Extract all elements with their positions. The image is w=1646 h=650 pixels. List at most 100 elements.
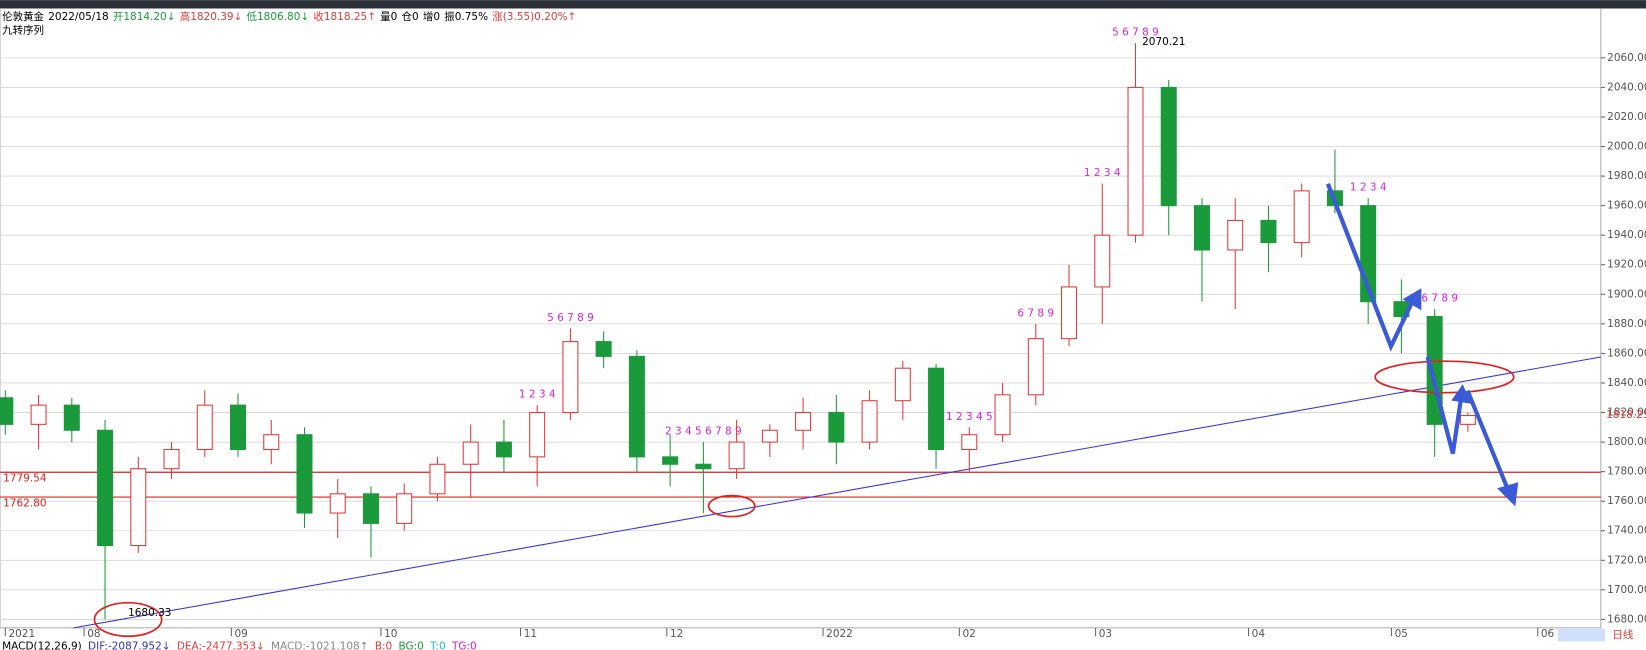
arrow-head xyxy=(1402,288,1422,311)
y-tick-label: 1920.00 xyxy=(1607,259,1646,271)
top-bar xyxy=(0,0,1646,9)
y-tick-label: 1680.00 xyxy=(1607,613,1646,625)
x-tick-label: 02 xyxy=(962,628,975,640)
candle-body xyxy=(462,441,479,465)
candle-body xyxy=(30,404,47,425)
td-label: 1 2 3 4 xyxy=(1350,182,1387,194)
subtitle: 九转序列 xyxy=(2,24,44,37)
y-tick-label: 2040.00 xyxy=(1607,81,1646,93)
x-tick-label: 08 xyxy=(87,628,100,640)
level-label: 1779.54 xyxy=(3,473,47,485)
candle-body xyxy=(994,394,1011,436)
candle-body xyxy=(429,463,446,495)
candle-body xyxy=(1459,414,1476,425)
candle-body xyxy=(695,463,712,470)
candle-body xyxy=(628,355,645,458)
high-annotation: 2070.21 xyxy=(1142,36,1185,48)
indicator-item: TG:0 xyxy=(451,641,477,650)
candle-body xyxy=(1160,86,1177,207)
candle-body xyxy=(229,404,247,451)
candle-body xyxy=(130,468,147,547)
x-tick-label: 11 xyxy=(524,628,537,640)
td-label: 6 7 8 9 xyxy=(1017,307,1054,319)
candle-body xyxy=(928,367,945,451)
candle-body xyxy=(662,456,679,465)
plot-frame xyxy=(0,8,1602,629)
candle-body xyxy=(196,404,213,451)
y-tick-label: 1960.00 xyxy=(1607,200,1646,212)
indicator-item: DEA:-2477.353↓ xyxy=(177,641,265,650)
x-tick-label: 2022 xyxy=(826,628,853,640)
y-tick-label: 1700.00 xyxy=(1607,584,1646,596)
y-tick-label: 2060.00 xyxy=(1607,52,1646,64)
scroll-thumb[interactable] xyxy=(1557,628,1606,642)
arrow-path xyxy=(1425,356,1464,455)
arrow-head xyxy=(1497,482,1519,507)
arrow-head xyxy=(1451,384,1471,404)
candle-body xyxy=(894,367,911,402)
header-item: 低1806.80↓ xyxy=(247,10,310,23)
td-label: 5 6 7 8 9 xyxy=(1411,293,1458,305)
y-tick-label: 1880.00 xyxy=(1607,318,1646,330)
candle-body xyxy=(795,412,812,431)
candle-body xyxy=(562,341,579,414)
x-tick-label: 04 xyxy=(1252,628,1266,640)
indicator-item: DIF:-2087.952↓ xyxy=(88,641,171,650)
candle-body xyxy=(761,429,778,443)
candle-body xyxy=(1127,86,1144,236)
td-label: 1 2 3 4 5 xyxy=(946,411,993,423)
y-tick-label: 1780.00 xyxy=(1607,466,1646,478)
candle-body xyxy=(1193,205,1210,251)
header-item: 2022/05/18 xyxy=(48,11,108,23)
candle-body xyxy=(362,493,379,524)
x-tick-label: 10 xyxy=(384,628,397,640)
indicator-item: MACD(12,26,9) xyxy=(2,641,82,650)
candle-body xyxy=(495,441,512,458)
indicator-item: T:0 xyxy=(429,641,445,650)
y-tick-label: 2000.00 xyxy=(1607,141,1646,153)
candle-body xyxy=(961,434,978,451)
td-label: 1 2 3 4 xyxy=(1084,167,1121,179)
header-item: 振0.75% xyxy=(444,10,488,23)
low-annotation: 1680.33 xyxy=(128,607,171,619)
header-item: 涨(3.55)0.20%↑ xyxy=(492,11,576,23)
candle-body xyxy=(529,412,546,458)
candle-body xyxy=(1061,286,1078,340)
x-tick-label: 06 xyxy=(1541,628,1555,640)
candles: 1 2 3 4 5 6 7 8 9 2 3 4 5 6 7 8 9 1 2 3 4 5… xyxy=(0,27,1476,620)
circles xyxy=(93,360,1515,638)
header-item: 高1820.39↓ xyxy=(180,10,243,23)
header-item: 增0 xyxy=(423,10,440,23)
circle xyxy=(1374,360,1515,394)
y-tick-label: 1940.00 xyxy=(1607,229,1646,241)
y-tick-label: 2020.00 xyxy=(1607,111,1646,123)
header: 伦敦黄金 2022/05/18 开1814.20↓ 高1820.39↓ 低1806.80… xyxy=(2,10,576,23)
x-tick-label: 2021 xyxy=(8,628,35,640)
candle-body xyxy=(97,429,114,547)
x-tick-label: 05 xyxy=(1395,628,1408,640)
candle-body xyxy=(828,412,845,443)
candle-body xyxy=(1094,234,1111,288)
indicator: MACD(12,26,9) DIF:-2087.952↓ DEA:-2477.353… xyxy=(2,641,477,650)
y-tick-label: 1720.00 xyxy=(1607,554,1646,566)
candle-body xyxy=(163,448,180,470)
x-tick-label: 03 xyxy=(1099,628,1112,640)
td-label: 2 3 4 5 6 7 8 9 xyxy=(665,426,742,438)
trend-line xyxy=(73,356,1601,629)
td-label: 5 6 7 8 9 xyxy=(547,312,594,324)
header-item: 量0 xyxy=(380,11,397,23)
indicator-item: MACD:-1021.108↑ xyxy=(271,641,369,650)
arrow-path xyxy=(1465,389,1512,495)
arrow-path xyxy=(1325,183,1417,352)
candle-body xyxy=(1227,219,1244,251)
header-item: 仓0 xyxy=(402,10,419,23)
level-label: 1762.80 xyxy=(3,497,46,509)
candle-body xyxy=(1027,338,1044,396)
indicator-item: BG:0 xyxy=(399,641,424,650)
candle-body xyxy=(63,404,80,431)
candle-body xyxy=(263,434,280,451)
period-tab[interactable]: 日线 xyxy=(1612,628,1633,641)
y-tick-label: 1900.00 xyxy=(1607,288,1646,300)
arrows xyxy=(1325,183,1519,507)
last-price-label: 1818.25 xyxy=(1606,409,1646,421)
